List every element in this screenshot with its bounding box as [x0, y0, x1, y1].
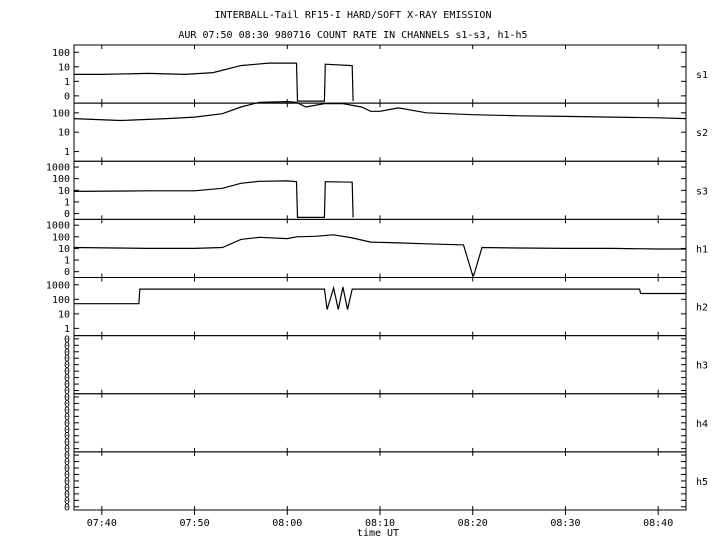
y-tick-label-h5: 0: [64, 489, 70, 500]
y-tick-label-h3: 0: [64, 386, 70, 397]
y-tick-label-h4: 0: [64, 438, 70, 449]
x-tick-label: 08:40: [643, 518, 673, 529]
y-tick-label-h4: 0: [64, 431, 70, 442]
panel-label-h2: h2: [696, 303, 708, 314]
y-tick-label-h1: 1: [64, 256, 70, 267]
y-tick-label-h3: 0: [64, 347, 70, 358]
y-tick-label-h3: 0: [64, 354, 70, 365]
y-tick-label-h3: 0: [64, 360, 70, 371]
y-tick-label-h3: 0: [64, 341, 70, 352]
y-tick-label-s3: 100: [52, 174, 70, 185]
chart-subtitle: AUR 07:50 08:30 980716 COUNT RATE IN CHA…: [178, 30, 527, 41]
y-tick-label-s1: 1: [64, 77, 70, 88]
y-tick-label-h4: 0: [64, 418, 70, 429]
y-tick-label-h5: 0: [64, 476, 70, 487]
panel-frame-h2: [73, 277, 687, 337]
y-tick-label-h1: 100: [52, 232, 70, 243]
panel-label-s2: s2: [696, 128, 708, 139]
x-tick-label: 07:40: [87, 518, 117, 529]
panel-label-s3: s3: [696, 186, 708, 197]
series-line-h2: [74, 285, 686, 310]
y-tick-label-s1: 0: [64, 91, 70, 102]
x-tick-label: 08:10: [365, 518, 395, 529]
y-tick-label-s3: 1000: [46, 163, 70, 174]
y-tick-label-h4: 0: [64, 412, 70, 423]
y-tick-label-h5: 0: [64, 464, 70, 475]
panel-frame-h5: [73, 451, 687, 511]
y-tick-label-h5: 0: [64, 496, 70, 507]
y-tick-label-h1: 1000: [46, 221, 70, 232]
panel-label-h1: h1: [696, 244, 708, 255]
y-tick-label-h1: 0: [64, 267, 70, 278]
y-tick-label-h3: 0: [64, 373, 70, 384]
y-tick-label-h4: 0: [64, 399, 70, 410]
y-tick-label-s2: 10: [58, 128, 70, 139]
y-tick-label-s2: 100: [52, 108, 70, 119]
x-tick-label: 08:20: [458, 518, 488, 529]
y-tick-label-h5: 0: [64, 502, 70, 513]
x-tick-label: 08:00: [272, 518, 302, 529]
y-tick-label-h3: 0: [64, 380, 70, 391]
panel-label-h4: h4: [696, 419, 708, 430]
y-tick-label-s3: 1: [64, 197, 70, 208]
panel-label-s1: s1: [696, 70, 708, 81]
y-tick-label-h2: 100: [52, 295, 70, 306]
x-axis-label: time UT: [357, 528, 399, 539]
y-tick-label-h2: 10: [58, 309, 70, 320]
panel-frame-h4: [73, 393, 687, 453]
y-tick-label-h5: 0: [64, 457, 70, 468]
y-tick-label-h2: 1: [64, 324, 70, 335]
y-tick-label-s3: 10: [58, 186, 70, 197]
series-line-h1: [73, 234, 686, 277]
y-tick-label-s2: 1: [64, 147, 70, 158]
panel-label-h5: h5: [696, 477, 708, 488]
y-tick-label-h4: 0: [64, 405, 70, 416]
y-tick-label-s1: 100: [52, 48, 70, 59]
y-tick-label-h4: 0: [64, 425, 70, 436]
y-tick-label-h2: 1000: [46, 280, 70, 291]
y-tick-label-h4: 0: [64, 392, 70, 403]
panel-label-h3: h3: [696, 361, 708, 372]
series-line-s1: [74, 62, 354, 102]
panel-frame-h3: [73, 335, 687, 395]
y-tick-label-h3: 0: [64, 367, 70, 378]
x-tick-label: 07:50: [179, 518, 209, 529]
y-tick-label-h4: 0: [64, 444, 70, 455]
y-tick-label-h5: 0: [64, 483, 70, 494]
y-tick-label-h1: 10: [58, 244, 70, 255]
y-tick-label-s1: 10: [58, 62, 70, 73]
y-tick-label-h3: 0: [64, 334, 70, 345]
series-line-s2: [73, 100, 687, 122]
x-tick-label: 08:30: [550, 518, 580, 529]
chart-title: INTERBALL-Tail RF15-I HARD/SOFT X-RAY EM…: [215, 10, 492, 21]
y-tick-label-h5: 0: [64, 470, 70, 481]
y-tick-label-h5: 0: [64, 451, 70, 462]
series-line-s3: [73, 180, 354, 218]
y-tick-label-s3: 0: [64, 209, 70, 220]
